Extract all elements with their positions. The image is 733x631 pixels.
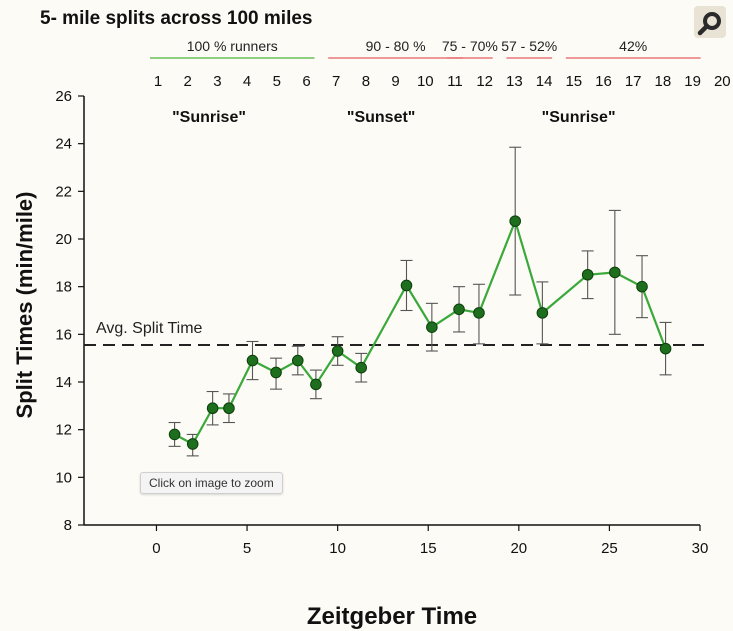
mile-split-label: 18 [655, 73, 672, 90]
mile-split-label: 8 [362, 73, 370, 90]
data-point [206, 402, 219, 415]
x-tick-label: 0 [152, 540, 160, 557]
y-tick-label: 10 [55, 469, 72, 486]
data-point [473, 307, 485, 319]
x-tick-label: 5 [243, 540, 251, 557]
magnifier-icon [697, 12, 721, 36]
data-point [223, 402, 235, 415]
data-point [186, 438, 199, 450]
data-point [246, 354, 259, 367]
x-tick-label: 20 [510, 540, 527, 557]
mile-split-label: 20 [714, 73, 731, 90]
x-tick-label: 15 [420, 540, 437, 557]
mile-split-label: 10 [417, 73, 434, 90]
phase-label: "Sunset" [347, 109, 416, 126]
mile-split-label: 9 [391, 73, 399, 90]
mile-split-label: 7 [332, 73, 340, 90]
data-point [509, 215, 522, 227]
y-tick-label: 26 [55, 88, 72, 105]
x-axis-title: Zeitgeber Time [307, 603, 477, 630]
mile-split-label: 1 [154, 73, 162, 90]
runner-group-label: 75 - 70% [442, 38, 498, 54]
avg-split-label: Avg. Split Time [96, 320, 203, 337]
mile-split-label: 6 [302, 73, 310, 90]
data-point [291, 354, 304, 367]
runner-group-label: 100 % runners [187, 38, 278, 54]
y-tick-label: 8 [64, 517, 72, 534]
data-point [355, 361, 368, 374]
data-point [331, 345, 344, 357]
data-point [636, 280, 648, 293]
mile-split-label: 15 [565, 73, 582, 90]
mile-split-label: 2 [184, 73, 192, 90]
mile-split-label: 13 [506, 73, 523, 90]
runner-group-label: 57 - 52% [501, 38, 557, 54]
x-tick-label: 25 [601, 540, 618, 557]
data-point [659, 342, 672, 355]
mile-split-label: 17 [625, 73, 642, 90]
zoom-button[interactable] [694, 6, 726, 38]
data-point [400, 279, 413, 292]
mile-split-label: 5 [273, 73, 281, 90]
data-point [536, 307, 549, 319]
chart-title: 5- mile splits across 100 miles [40, 8, 313, 29]
runner-group-label: 90 - 80 % [366, 38, 426, 54]
phase-label: "Sunrise" [172, 109, 246, 126]
data-point [609, 266, 621, 279]
mile-split-label: 12 [476, 73, 493, 90]
y-tick-label: 12 [55, 422, 72, 439]
split-time-line [174, 217, 667, 446]
y-tick-label: 20 [55, 231, 72, 248]
data-point [581, 268, 594, 281]
y-tick-label: 18 [55, 279, 72, 296]
mile-split-label: 19 [684, 73, 701, 90]
y-tick-label: 24 [55, 136, 72, 153]
data-point [168, 428, 181, 441]
mile-split-label: 11 [447, 73, 463, 90]
x-tick-label: 10 [329, 540, 346, 557]
mile-split-label: 3 [213, 73, 221, 90]
phase-label: "Sunrise" [542, 109, 616, 126]
mile-split-label: 14 [536, 73, 553, 90]
mile-split-label: 4 [243, 73, 251, 90]
data-point [426, 321, 438, 333]
runner-group-label: 42% [619, 38, 647, 54]
y-tick-label: 22 [55, 183, 72, 200]
data-point [270, 366, 282, 379]
data-point [453, 303, 465, 316]
zoom-tooltip: Click on image to zoom [140, 472, 283, 494]
y-tick-label: 14 [55, 374, 72, 391]
y-axis-title: Split Times (min/mile) [12, 192, 37, 419]
data-point [310, 378, 322, 391]
x-tick-label: 30 [692, 540, 709, 557]
y-tick-label: 16 [55, 326, 72, 343]
mile-split-label: 16 [595, 73, 612, 90]
